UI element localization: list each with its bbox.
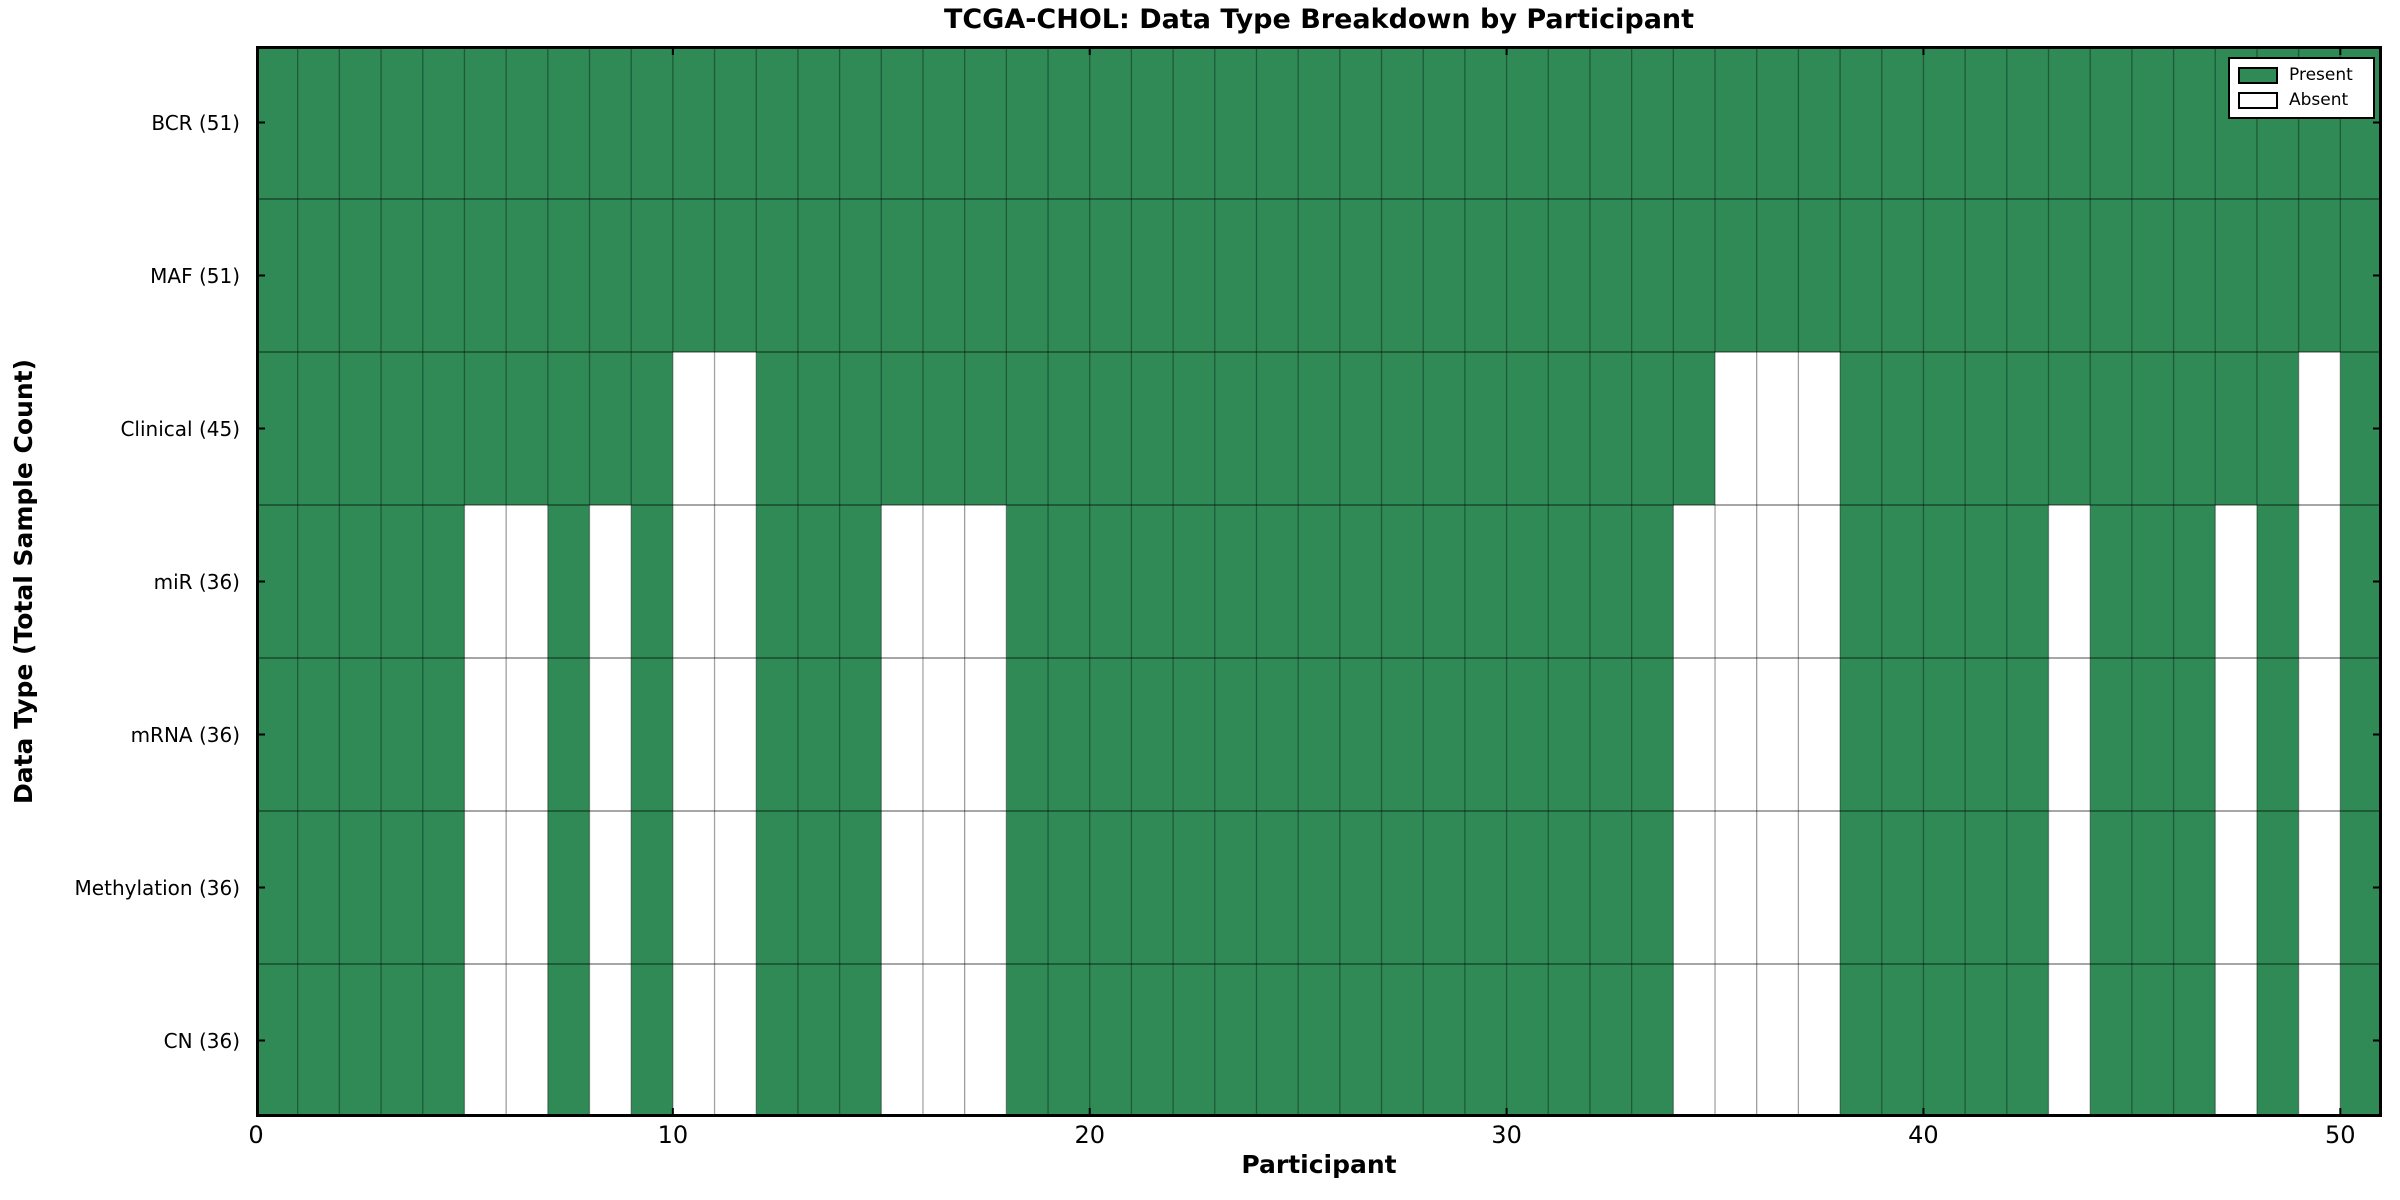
x-tick-label-0: 0 [248, 1121, 264, 1149]
heatmap-cell-absent-CN-8 [589, 964, 632, 1117]
heatmap-cell-absent-mRNA-11 [714, 658, 757, 811]
x-tick-label-40: 40 [1908, 1121, 1939, 1149]
heatmap-cell-absent-miR-8 [589, 505, 632, 658]
heatmap-cell-absent-Clinical-49 [2298, 352, 2341, 505]
heatmap-cell-absent-mRNA-36 [1756, 658, 1799, 811]
y-tick-label-miR: miR (36) [153, 569, 240, 594]
heatmap-cell-absent-mRNA-47 [2215, 658, 2257, 811]
legend-item-absent: Absent [2238, 89, 2365, 110]
legend-label-absent: Absent [2289, 89, 2349, 110]
plot-border [256, 46, 2382, 1117]
heatmap-cell-absent-mRNA-35 [1715, 658, 1757, 811]
legend-item-present: Present [2238, 66, 2365, 85]
heatmap-cell-absent-CN-15 [881, 964, 923, 1117]
heatmap-cell-absent-Methylation-43 [2048, 811, 2091, 964]
heatmap-cell-absent-Methylation-36 [1756, 811, 1799, 964]
heatmap-cell-absent-miR-43 [2048, 505, 2091, 658]
heatmap-cell-absent-mRNA-6 [506, 658, 548, 811]
heatmap-cell-absent-miR-49 [2298, 505, 2341, 658]
heatmap-cell-absent-Methylation-11 [714, 811, 757, 964]
heatmap-cell-absent-miR-36 [1756, 505, 1799, 658]
heatmap-cell-absent-mRNA-37 [1798, 658, 1841, 811]
heatmap-cell-absent-Clinical-37 [1798, 352, 1841, 505]
heatmap-cell-absent-Methylation-35 [1715, 811, 1757, 964]
heatmap-cell-absent-Clinical-11 [714, 352, 757, 505]
legend-swatch-present-icon [2238, 67, 2278, 85]
heatmap-cell-absent-mRNA-16 [922, 658, 965, 811]
heatmap-cell-absent-CN-17 [964, 964, 1007, 1117]
heatmap-cell-absent-mRNA-43 [2048, 658, 2091, 811]
heatmap-cell-absent-miR-5 [464, 505, 507, 658]
y-tick-label-Methylation: Methylation (36) [74, 875, 240, 900]
heatmap-cell-absent-Clinical-36 [1756, 352, 1799, 505]
heatmap-cell-absent-mRNA-10 [672, 658, 715, 811]
heatmap-cell-absent-miR-34 [1673, 505, 1716, 658]
heatmap-svg [256, 46, 2382, 1117]
heatmap-cell-absent-miR-17 [964, 505, 1007, 658]
heatmap-cell-absent-Methylation-17 [964, 811, 1007, 964]
heatmap-cell-absent-miR-16 [922, 505, 965, 658]
heatmap-cell-absent-CN-37 [1798, 964, 1841, 1117]
heatmap-cell-absent-CN-36 [1756, 964, 1799, 1117]
heatmap-cell-absent-Methylation-16 [922, 811, 965, 964]
heatmap-cell-absent-mRNA-8 [589, 658, 632, 811]
heatmap-cell-absent-mRNA-17 [964, 658, 1007, 811]
y-tick-label-CN: CN (36) [163, 1028, 240, 1053]
x-tick-label-30: 30 [1491, 1121, 1522, 1149]
x-axis-label: Participant [1241, 1150, 1397, 1179]
heatmap-cell-absent-miR-47 [2215, 505, 2257, 658]
heatmap-cell-absent-CN-43 [2048, 964, 2091, 1117]
heatmap-cell-absent-Methylation-10 [672, 811, 715, 964]
heatmap-cell-absent-Methylation-47 [2215, 811, 2257, 964]
heatmap-cell-absent-miR-35 [1715, 505, 1757, 658]
y-tick-label-BCR: BCR (51) [151, 110, 240, 135]
legend: Present Absent [2228, 57, 2375, 119]
heatmap-cell-absent-mRNA-49 [2298, 658, 2341, 811]
heatmap-cell-absent-miR-11 [714, 505, 757, 658]
plot-area [256, 46, 2382, 1117]
heatmap-cell-absent-miR-37 [1798, 505, 1841, 658]
x-tick-label-10: 10 [657, 1121, 689, 1149]
heatmap-cell-absent-Methylation-49 [2298, 811, 2341, 964]
legend-label-present: Present [2289, 65, 2353, 86]
heatmap-cell-absent-CN-47 [2215, 964, 2257, 1117]
y-tick-label-Clinical: Clinical (45) [120, 416, 240, 441]
heatmap-cell-absent-CN-35 [1715, 964, 1757, 1117]
heatmap-cell-absent-Methylation-34 [1673, 811, 1716, 964]
legend-swatch-absent-icon [2238, 91, 2278, 109]
heatmap-cell-absent-Methylation-6 [506, 811, 548, 964]
heatmap-cell-absent-Clinical-10 [672, 352, 715, 505]
heatmap-cell-absent-miR-10 [672, 505, 715, 658]
heatmap-cell-absent-CN-6 [506, 964, 548, 1117]
heatmap-cell-absent-Methylation-8 [589, 811, 632, 964]
heatmap-cell-absent-Methylation-15 [881, 811, 923, 964]
heatmap-cell-absent-CN-16 [922, 964, 965, 1117]
chart-title: TCGA-CHOL: Data Type Breakdown by Partic… [943, 4, 1695, 35]
x-tick-label-50: 50 [2325, 1121, 2356, 1149]
heatmap-cell-absent-miR-15 [881, 505, 923, 658]
heatmap-cell-absent-Clinical-35 [1715, 352, 1757, 505]
heatmap-cell-absent-CN-34 [1673, 964, 1716, 1117]
x-tick-label-20: 20 [1074, 1121, 1105, 1149]
heatmap-cell-absent-Methylation-37 [1798, 811, 1841, 964]
heatmap-cell-absent-mRNA-15 [881, 658, 923, 811]
heatmap-cell-absent-CN-11 [714, 964, 757, 1117]
heatmap-cell-absent-mRNA-5 [464, 658, 507, 811]
y-tick-label-mRNA: mRNA (36) [130, 722, 240, 747]
heatmap-cell-absent-CN-10 [672, 964, 715, 1117]
heatmap-cell-absent-mRNA-34 [1673, 658, 1716, 811]
heatmap-cell-absent-CN-5 [464, 964, 507, 1117]
heatmap-cell-absent-CN-49 [2298, 964, 2341, 1117]
y-tick-label-MAF: MAF (51) [150, 263, 240, 288]
heatmap-cell-absent-miR-6 [506, 505, 548, 658]
heatmap-cell-absent-Methylation-5 [464, 811, 507, 964]
